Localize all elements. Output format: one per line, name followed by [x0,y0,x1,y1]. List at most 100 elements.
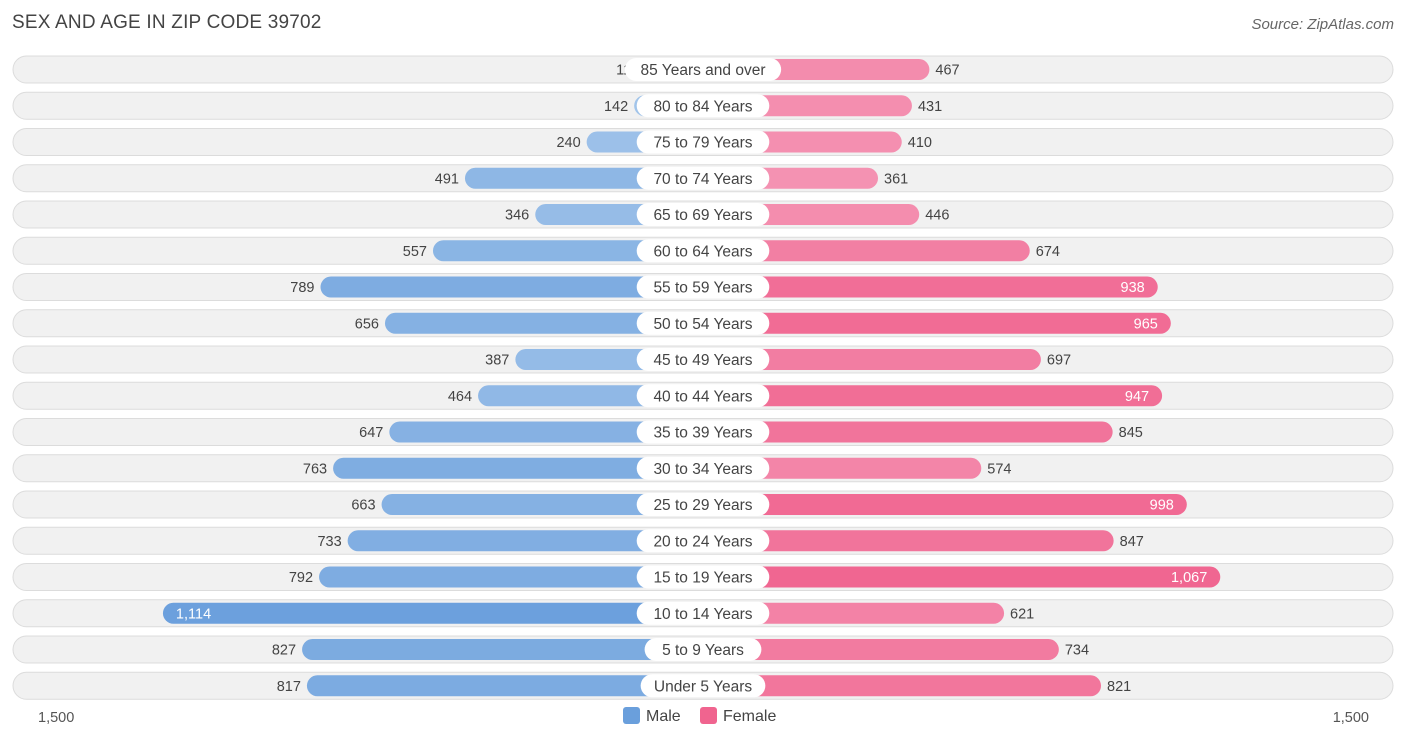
female-bar [703,639,1059,660]
legend-male-swatch [623,707,640,724]
female-value-label: 1,067 [1171,570,1207,586]
female-value-label: 734 [1065,643,1089,659]
female-value-label: 697 [1047,353,1071,369]
female-value-label: 947 [1125,389,1149,405]
female-value-label: 361 [884,171,908,187]
male-value-label: 491 [435,171,459,187]
male-value-label: 387 [485,353,509,369]
male-value-label: 789 [290,280,314,296]
category-pill [636,239,770,263]
male-bar [319,566,703,588]
male-value-label: 827 [272,643,296,659]
chart-source: Source: ZipAtlas.com [1251,16,1394,33]
male-bar [306,675,703,697]
male-bar [389,421,703,443]
female-value-label: 965 [1134,316,1158,332]
category-label: 80 to 84 Years [653,98,752,115]
male-bar [381,494,703,515]
male-value-label: 557 [403,244,427,260]
male-value-label: 142 [604,99,628,115]
axis-tick-label-left: 1,500 [38,710,74,726]
category-label: Under 5 Years [654,678,752,695]
category-label: 20 to 24 Years [653,533,752,550]
category-pill [644,638,762,661]
female-value-label: 845 [1119,425,1143,441]
male-bar [302,639,703,660]
female-value-label: 446 [925,208,949,224]
category-pill [636,384,770,408]
male-bar [384,312,703,334]
female-bar [703,349,1041,370]
category-pill [636,94,770,118]
female-bar [703,494,1187,515]
category-label: 85 Years and over [641,62,766,79]
female-value-label: 431 [918,99,942,115]
category-label: 35 to 39 Years [653,425,752,442]
female-bar [703,457,982,479]
female-value-label: 847 [1120,534,1144,550]
male-value-label: 240 [556,135,580,151]
male-value-label: 763 [303,461,327,477]
chart-title: SEX AND AGE IN ZIP CODE 39702 [12,12,322,33]
category-label: 15 to 19 Years [653,570,752,587]
female-value-label: 821 [1107,679,1131,695]
category-pill [636,456,770,480]
female-value-label: 467 [935,63,959,79]
category-label: 75 to 79 Years [653,135,752,152]
female-bar [703,566,1221,588]
category-pill [636,166,770,190]
category-label: 65 to 69 Years [653,207,752,224]
male-value-label: 464 [448,389,472,405]
female-value-label: 621 [1010,606,1034,622]
category-label: 25 to 29 Years [653,497,752,514]
female-value-label: 410 [908,135,932,151]
male-bar [162,602,703,624]
male-value-label: 656 [355,316,379,332]
category-label: 70 to 74 Years [653,171,752,188]
female-bar [703,312,1171,334]
male-value-label: 1,114 [176,606,211,622]
axis-tick-label-right: 1,500 [1333,710,1369,726]
male-value-label: 792 [289,570,313,586]
category-label: 5 to 9 Years [662,642,744,659]
male-value-label: 346 [505,208,529,224]
female-bar [703,530,1114,552]
category-pill [636,130,770,154]
legend-male-label: Male [646,708,681,725]
male-bar [347,530,703,552]
male-bar [432,240,703,262]
category-pill [636,275,770,299]
category-label: 60 to 64 Years [653,243,752,260]
category-pill [636,565,770,589]
male-value-label: 817 [277,679,301,695]
category-pill [636,529,770,553]
category-label: 45 to 49 Years [653,352,752,369]
legend-female-label: Female [723,708,776,725]
female-value-label: 574 [987,461,1011,477]
male-value-label: 647 [359,425,383,441]
category-pill [636,203,770,226]
male-bar [320,276,703,298]
category-label: 40 to 44 Years [653,388,752,405]
male-value-label: 663 [351,498,375,514]
category-pill [640,674,766,698]
category-pill [636,420,770,444]
female-value-label: 938 [1121,280,1145,296]
legend-female-swatch [700,707,717,724]
category-label: 30 to 34 Years [653,461,752,478]
female-bar [703,276,1158,298]
category-label: 55 to 59 Years [653,280,752,297]
category-pill [636,348,770,371]
female-value-label: 674 [1036,244,1060,260]
female-bar [703,602,1005,624]
male-bar [333,457,703,479]
male-value-label: 733 [317,534,341,550]
female-bar [703,385,1163,407]
category-pill [636,601,770,625]
female-bar [703,675,1102,697]
female-bar [703,240,1030,262]
category-label: 10 to 14 Years [653,606,752,623]
category-pill [636,493,770,516]
